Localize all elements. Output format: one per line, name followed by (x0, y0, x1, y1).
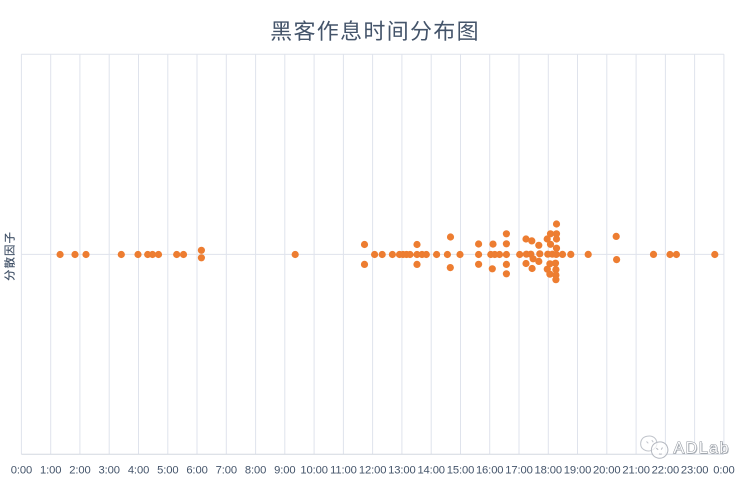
svg-text:7:00: 7:00 (216, 465, 237, 477)
svg-text:18:00: 18:00 (535, 465, 563, 477)
svg-text:13:00: 13:00 (388, 465, 416, 477)
svg-text:14:00: 14:00 (417, 465, 445, 477)
svg-text:17:00: 17:00 (505, 465, 533, 477)
svg-text:2:00: 2:00 (69, 465, 90, 477)
svg-text:ADLab: ADLab (674, 440, 730, 457)
svg-text:12:00: 12:00 (359, 465, 387, 477)
svg-text:15:00: 15:00 (447, 465, 475, 477)
svg-text:0:00: 0:00 (713, 465, 734, 477)
svg-text:8:00: 8:00 (245, 465, 266, 477)
svg-text:22:00: 22:00 (652, 465, 680, 477)
svg-text:1:00: 1:00 (40, 465, 61, 477)
svg-text:0:00: 0:00 (11, 465, 32, 477)
svg-text:3:00: 3:00 (99, 465, 120, 477)
svg-text:9:00: 9:00 (274, 465, 295, 477)
svg-text:16:00: 16:00 (476, 465, 504, 477)
svg-text:6:00: 6:00 (186, 465, 207, 477)
svg-text:10:00: 10:00 (300, 465, 328, 477)
svg-text:21:00: 21:00 (622, 465, 650, 477)
svg-text:ADLab: ADLab (675, 441, 731, 458)
svg-text:4:00: 4:00 (128, 465, 149, 477)
svg-text:11:00: 11:00 (330, 465, 357, 477)
svg-text:20:00: 20:00 (593, 465, 621, 477)
svg-text:19:00: 19:00 (564, 465, 592, 477)
svg-text:5:00: 5:00 (157, 465, 178, 477)
svg-text:23:00: 23:00 (681, 465, 709, 477)
